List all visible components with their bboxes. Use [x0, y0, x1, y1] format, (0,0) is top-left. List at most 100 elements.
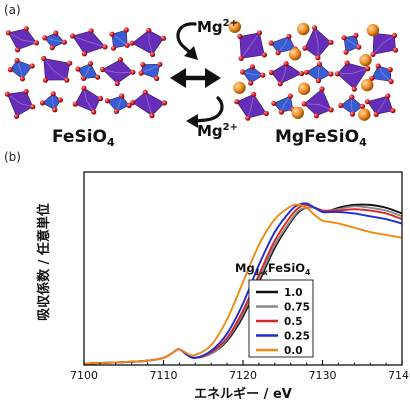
oxygen-atom	[390, 108, 396, 114]
oxygen-atom	[87, 61, 94, 67]
oxygen-atom	[123, 27, 129, 33]
tetrahedron-edge	[141, 63, 161, 74]
sio4-tetrahedron	[106, 95, 130, 112]
oxygen-atom	[248, 80, 254, 86]
panel-a: (a) FeSiO4 MgFeSiO4 Mg2+ Mg2+	[4, 3, 399, 149]
insertion-curved-arrow-icon	[176, 22, 198, 60]
tetrahedron-edge	[111, 33, 128, 46]
panel-b-label: (b)	[4, 150, 21, 164]
oxygen-atom	[343, 49, 349, 55]
feo4-tetrahedron	[7, 28, 37, 51]
oxygen-atom	[75, 66, 81, 72]
oxygen-atom	[353, 32, 359, 39]
reversible-double-arrow-icon	[170, 68, 221, 88]
mg-ion	[288, 48, 302, 61]
oxygen-atom	[344, 60, 350, 66]
tetrahedron-edge	[337, 68, 368, 75]
tetrahedron-edge	[351, 96, 353, 115]
tetrahedron-edge	[72, 35, 106, 48]
oxygen-atom	[286, 33, 292, 40]
oxygen-atom	[278, 109, 284, 115]
oxygen-atom	[88, 28, 94, 34]
legend-label-0.5: 0.5	[284, 316, 303, 328]
oxygen-atom	[42, 35, 48, 41]
tetrahedron-edge	[43, 58, 68, 81]
oxygen-atom	[100, 66, 106, 73]
y-axis-label: 吸収係数 / 任意単位	[36, 203, 52, 321]
oxygen-atom	[275, 50, 281, 56]
oxygen-atom	[369, 75, 375, 81]
oxygen-atom	[14, 57, 20, 64]
tetrahedron-edge	[144, 92, 153, 116]
x-tick-label: 7100	[70, 369, 98, 382]
mg-ion	[297, 22, 310, 36]
tetrahedron-edge	[7, 93, 33, 108]
x-tick-label: 7110	[150, 369, 178, 382]
oxygen-atom	[67, 60, 73, 66]
oxygen-atom	[81, 51, 88, 57]
tetrahedron-edge	[318, 64, 320, 81]
oxygen-atom	[302, 45, 308, 51]
oxygen-atom	[313, 113, 320, 119]
feo4-tetrahedron	[270, 63, 303, 85]
x-axis-label: エネルギー / eV	[194, 386, 292, 402]
oxygen-atom	[95, 74, 101, 80]
oxygen-atom	[19, 76, 26, 82]
oxygen-atom	[70, 33, 76, 39]
oxygen-atom	[23, 26, 29, 32]
oxygen-atom	[14, 47, 21, 53]
oxygen-atom	[312, 25, 318, 31]
oxygen-atom	[114, 80, 120, 87]
oxygen-atom	[113, 108, 120, 114]
oxygen-atom	[271, 100, 277, 106]
feo4-tetrahedron	[367, 95, 394, 115]
feo4-tetrahedron	[43, 58, 71, 81]
oxygen-atom	[146, 27, 152, 33]
oxygen-atom	[102, 44, 108, 50]
oxygen-atom	[385, 93, 391, 99]
oxygen-atom	[238, 55, 244, 62]
oxygen-atom	[160, 35, 167, 41]
x-tick-label: 7140	[388, 369, 410, 382]
panel-b: (b) 吸収係数 / 任意単位 7100 7110 7120 7130 7140 エネル…	[4, 150, 410, 402]
tetrahedron-edge	[83, 88, 94, 113]
legend-label-0.75: 0.75	[284, 302, 310, 314]
tetrahedron-edge	[377, 65, 392, 82]
tetrahedron-edge	[8, 32, 37, 44]
mg-extraction-label: Mg2+	[197, 122, 238, 140]
legend-label-0.0: 0.0	[284, 345, 303, 357]
oxygen-atom	[387, 67, 393, 73]
oxygen-atom	[129, 40, 135, 46]
feo4-tetrahedron	[72, 30, 106, 55]
oxygen-atom	[338, 102, 344, 109]
oxygen-atom	[268, 69, 274, 76]
oxygen-atom	[130, 69, 136, 75]
oxygen-atom	[251, 91, 257, 97]
oxygen-atom	[7, 67, 13, 73]
oxygen-atom	[41, 55, 47, 62]
mg-insertion-label: Mg2+	[197, 18, 238, 36]
x-tick-label: 7130	[309, 369, 337, 382]
feo4-tetrahedron	[131, 29, 164, 55]
panel-a-label: (a)	[4, 3, 21, 17]
fesio4-label: FeSiO4	[52, 127, 115, 149]
oxygen-atom	[110, 45, 117, 51]
tetrahedron-edge	[148, 30, 153, 55]
oxygen-atom	[52, 107, 58, 113]
oxygen-atom	[316, 61, 323, 67]
tetrahedron-edge	[314, 27, 319, 58]
mgfesio4-label: MgFeSiO4	[275, 127, 367, 149]
mg-ion	[359, 53, 372, 67]
oxygen-atom	[299, 71, 305, 77]
sio4-tetrahedron	[9, 60, 33, 80]
oxygen-atom	[260, 72, 266, 78]
oxygen-atom	[356, 44, 362, 50]
oxygen-atom	[283, 61, 289, 67]
oxygen-atom	[154, 75, 160, 82]
tetrahedron-edge	[247, 94, 255, 119]
oxygen-atom	[53, 30, 59, 36]
oxygen-atom	[39, 100, 46, 106]
mg-ion	[297, 82, 311, 95]
oxygen-atom	[138, 70, 144, 76]
